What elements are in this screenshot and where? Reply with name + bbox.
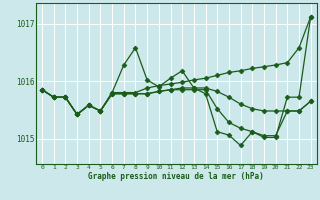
X-axis label: Graphe pression niveau de la mer (hPa): Graphe pression niveau de la mer (hPa) <box>88 172 264 181</box>
